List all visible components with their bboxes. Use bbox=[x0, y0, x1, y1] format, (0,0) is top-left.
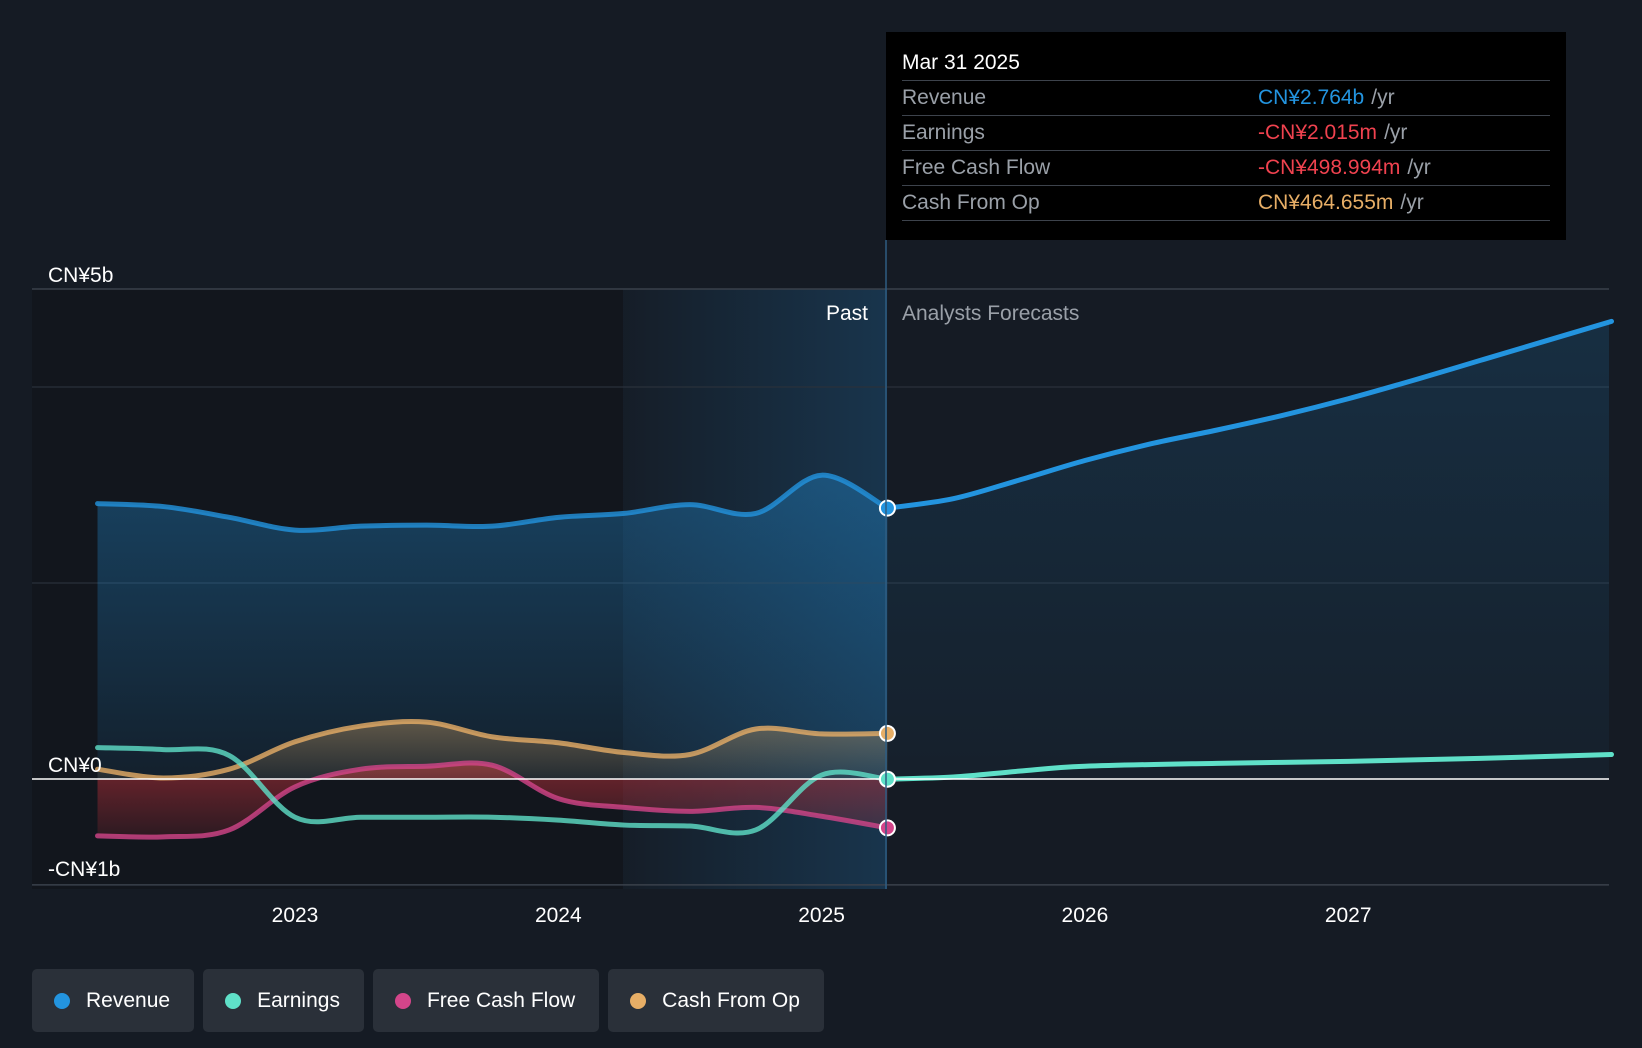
y-tick-label: CN¥0 bbox=[48, 754, 102, 777]
legend-item-earnings[interactable]: Earnings bbox=[203, 969, 364, 1032]
x-tick-label: 2023 bbox=[272, 904, 319, 927]
earnings-line-forecast bbox=[884, 752, 1614, 782]
tooltip-label: Free Cash Flow bbox=[902, 156, 1051, 179]
tooltip-value: -CN¥498.994m bbox=[1258, 156, 1401, 179]
past-label: Past bbox=[826, 302, 868, 325]
legend-label: Revenue bbox=[86, 988, 171, 1012]
free-cash-flow-line bbox=[95, 760, 890, 840]
tooltip-row-free-cash-flow: Free Cash Flow -CN¥498.994m /yr bbox=[902, 150, 1550, 185]
revenue-dot-icon bbox=[54, 992, 70, 1009]
tooltip-row-cash-from-op: Cash From Op CN¥464.655m /yr bbox=[902, 185, 1550, 221]
revenue-area-past bbox=[97, 475, 888, 779]
tooltip-value: CN¥2.764b bbox=[1258, 86, 1365, 109]
tooltip-row-earnings: Earnings -CN¥2.015m /yr bbox=[902, 115, 1550, 150]
revenue-area-forecast bbox=[887, 321, 1612, 779]
revenue-line-forecast bbox=[884, 318, 1614, 511]
legend: Revenue Earnings Free Cash Flow Cash Fro… bbox=[32, 969, 824, 1032]
tooltip-unit: /yr bbox=[1407, 156, 1431, 179]
revenue-line-past bbox=[95, 472, 890, 533]
legend-item-cash-from-op[interactable]: Cash From Op bbox=[608, 969, 824, 1032]
tooltip-value: -CN¥2.015m bbox=[1258, 121, 1378, 144]
legend-item-revenue[interactable]: Revenue bbox=[32, 969, 195, 1032]
tooltip-row-revenue: Revenue CN¥2.764b /yr bbox=[902, 80, 1550, 115]
y-tick-label: -CN¥1b bbox=[48, 858, 120, 881]
cash-from-op-area bbox=[97, 721, 888, 779]
tooltip-value: CN¥464.655m bbox=[1258, 191, 1394, 214]
tooltip-date: Mar 31 2025 bbox=[902, 51, 1020, 74]
legend-label: Earnings bbox=[257, 988, 340, 1012]
earnings-marker bbox=[878, 770, 896, 788]
earnings-line-past bbox=[95, 745, 890, 836]
free-cash-flow-area bbox=[97, 762, 888, 838]
x-tick-label: 2026 bbox=[1062, 904, 1109, 927]
legend-label: Free Cash Flow bbox=[426, 988, 576, 1012]
free-cash-flow-dot-icon bbox=[394, 992, 411, 1009]
earnings-dot-icon bbox=[225, 992, 242, 1009]
free-cash-flow-marker bbox=[878, 819, 896, 837]
tooltip: Mar 31 2025 Revenue CN¥2.764b /yr Earnin… bbox=[886, 32, 1566, 240]
cash-from-op-marker bbox=[878, 724, 896, 742]
legend-label: Cash From Op bbox=[662, 988, 800, 1012]
legend-item-free-cash-flow[interactable]: Free Cash Flow bbox=[372, 969, 600, 1032]
tooltip-unit: /yr bbox=[1371, 86, 1395, 109]
revenue-marker bbox=[878, 499, 896, 517]
x-tick-label: 2025 bbox=[798, 904, 845, 927]
x-tick-label: 2027 bbox=[1325, 904, 1372, 927]
tooltip-label: Earnings bbox=[902, 121, 985, 144]
x-tick-label: 2024 bbox=[535, 904, 582, 927]
y-tick-label: CN¥5b bbox=[48, 264, 113, 287]
tooltip-label: Revenue bbox=[902, 86, 987, 109]
forecast-label: Analysts Forecasts bbox=[902, 302, 1079, 325]
tooltip-unit: /yr bbox=[1384, 121, 1408, 144]
cash-from-op-dot-icon bbox=[630, 992, 647, 1009]
tooltip-label: Cash From Op bbox=[902, 191, 1040, 214]
cash-from-op-line bbox=[95, 719, 890, 781]
tooltip-unit: /yr bbox=[1400, 191, 1424, 214]
